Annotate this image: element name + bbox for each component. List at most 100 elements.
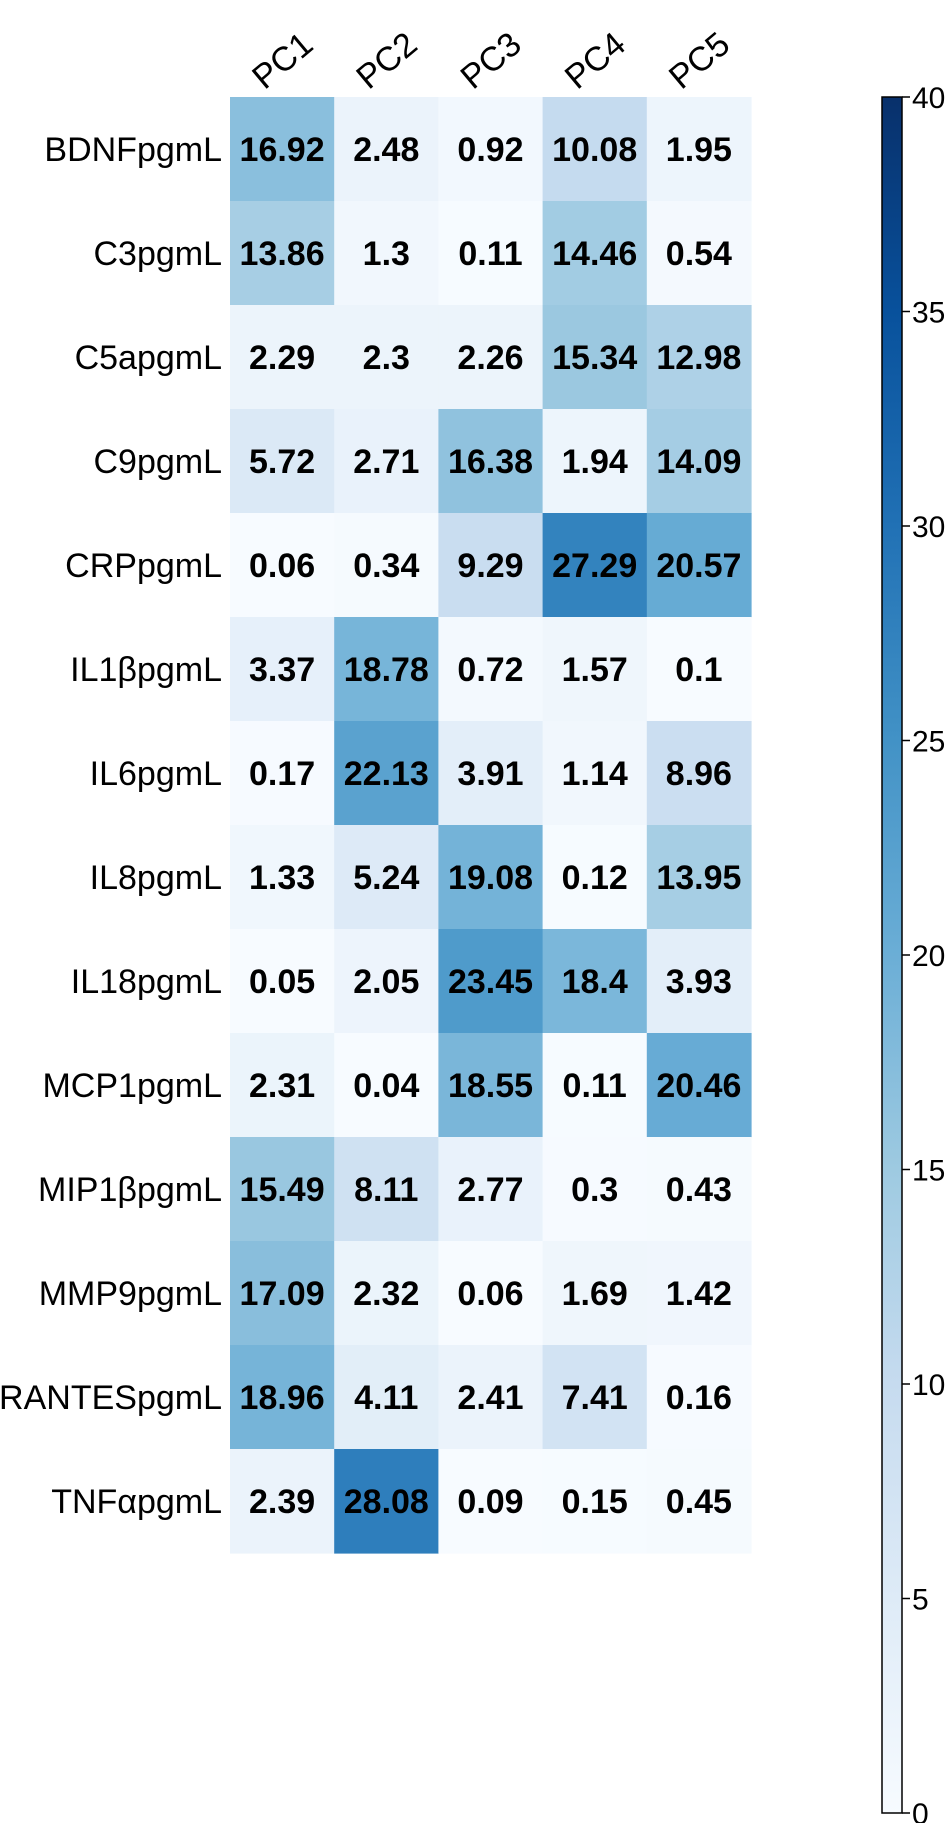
- cell-value-label: 16.92: [240, 131, 325, 169]
- row-label: TNFαpgmL: [51, 1483, 222, 1521]
- colorbar-tick-label: 10: [912, 1369, 945, 1402]
- cell-value-label: 28.08: [344, 1483, 429, 1521]
- heatmap-cell: [438, 305, 544, 410]
- cell-value-label: 0.34: [353, 547, 419, 585]
- heatmap-cell: [646, 97, 752, 202]
- cell-value-label: 20.46: [656, 1067, 741, 1105]
- heatmap-cell: [646, 513, 752, 618]
- colorbar-tick-label: 25: [912, 726, 945, 759]
- heatmap-cell: [230, 1033, 335, 1138]
- heatmap-cell: [230, 409, 335, 514]
- colorbar-tick-label: 30: [912, 511, 945, 544]
- cell-value-label: 10.08: [552, 131, 637, 169]
- heatmap-cell: [334, 305, 439, 410]
- cell-value-label: 0.54: [666, 235, 732, 273]
- colorbar-gradient-bar: [881, 96, 903, 1814]
- heatmap-cell: [438, 721, 544, 826]
- cell-value-label: 0.12: [562, 859, 628, 897]
- cell-value-label: 13.95: [656, 859, 741, 897]
- heatmap-cells: [230, 97, 752, 1554]
- cell-value-label: 8.96: [666, 755, 732, 793]
- heatmap-cell: [230, 513, 335, 618]
- heatmap-cell: [334, 409, 439, 514]
- heatmap-cell: [334, 1345, 439, 1450]
- cell-value-label: 2.48: [353, 131, 419, 169]
- row-label: IL6pgmL: [90, 755, 222, 793]
- row-label: C9pgmL: [93, 443, 222, 481]
- colorbar-tick-label: 5: [912, 1584, 929, 1617]
- heatmap-cell: [230, 929, 335, 1034]
- heatmap-cell: [542, 1137, 648, 1242]
- heatmap-cell: [542, 1241, 648, 1346]
- heatmap-cell: [646, 1345, 752, 1450]
- cell-value-label: 0.45: [666, 1483, 732, 1521]
- heatmap-cell: [542, 409, 648, 514]
- cell-value-label: 19.08: [448, 859, 533, 897]
- heatmap-cell: [646, 1449, 752, 1554]
- heatmap-cell: [646, 929, 752, 1034]
- cell-value-label: 0.3: [571, 1171, 618, 1209]
- row-label: C5apgmL: [75, 339, 222, 377]
- cell-value-label: 7.41: [562, 1379, 628, 1417]
- heatmap-cell: [438, 1033, 544, 1138]
- cell-value-label: 14.09: [656, 443, 741, 481]
- cell-value-label: 0.11: [563, 1067, 627, 1105]
- column-labels: PC1 PC2 PC3 PC4 PC5: [245, 25, 737, 97]
- cell-value-label: 23.45: [448, 963, 533, 1001]
- heatmap-cell: [438, 201, 544, 306]
- cell-value-label: 0.06: [457, 1275, 523, 1313]
- cell-value-label: 2.05: [353, 963, 419, 1001]
- heatmap-cell: [334, 721, 439, 826]
- row-label: MCP1pgmL: [42, 1067, 222, 1105]
- cell-value-label: 0.72: [457, 651, 523, 689]
- heatmap-cell: [334, 1241, 439, 1346]
- cell-value-label: 2.31: [249, 1067, 315, 1105]
- heatmap-cell: [334, 1033, 439, 1138]
- heatmap-cell: [230, 1241, 335, 1346]
- cell-value-label: 1.95: [666, 131, 732, 169]
- row-label: IL1βpgmL: [70, 651, 222, 689]
- heatmap-cell: [646, 201, 752, 306]
- cell-value-label: 2.41: [457, 1379, 523, 1417]
- column-label: PC2: [349, 25, 424, 97]
- cell-value-label: 2.3: [363, 339, 410, 377]
- cell-value-label: 0.04: [353, 1067, 419, 1105]
- row-labels: BDNFpgmL C3pgmL C5apgmL C9pgmL CRPpgmL IL1βpg…: [0, 131, 222, 1521]
- heatmap-cell: [230, 97, 335, 202]
- cell-value-label: 18.55: [448, 1067, 533, 1105]
- cell-value-label: 2.71: [353, 443, 419, 481]
- heatmap-cell: [646, 1241, 752, 1346]
- cell-value-label: 2.32: [353, 1275, 419, 1313]
- heatmap-cell: [438, 825, 544, 930]
- heatmap-cell: [542, 201, 648, 306]
- heatmap-cell: [646, 617, 752, 722]
- cell-value-label: 2.39: [249, 1483, 315, 1521]
- cell-value-label: 16.38: [448, 443, 533, 481]
- heatmap-cell: [334, 929, 439, 1034]
- cell-value-label: 1.3: [363, 235, 410, 273]
- row-label: IL18pgmL: [71, 963, 222, 1001]
- cell-value-label: 1.33: [249, 859, 315, 897]
- heatmap-cell: [438, 1345, 544, 1450]
- heatmap-cell: [438, 97, 544, 202]
- heatmap-cell: [334, 201, 439, 306]
- cell-value-label: 0.15: [562, 1483, 628, 1521]
- row-label: C3pgmL: [93, 235, 222, 273]
- cell-value-label: 13.86: [240, 235, 325, 273]
- cell-value-label: 0.16: [666, 1379, 732, 1417]
- heatmap-cell: [438, 1449, 544, 1554]
- cell-value-label: 0.17: [249, 755, 315, 793]
- heatmap-cell: [646, 305, 752, 410]
- cell-value-label: 22.13: [344, 755, 429, 793]
- colorbar-tick-label: 0: [912, 1798, 929, 1823]
- cell-value-label: 0.11: [458, 235, 522, 273]
- heatmap-cell: [542, 1033, 648, 1138]
- heatmap-cell: [334, 1449, 439, 1554]
- heatmap-cell: [646, 409, 752, 514]
- heatmap-cell: [230, 825, 335, 930]
- cell-value-label: 3.91: [457, 755, 523, 793]
- heatmap-cell: [230, 1345, 335, 1450]
- row-label: MMP9pgmL: [39, 1275, 222, 1313]
